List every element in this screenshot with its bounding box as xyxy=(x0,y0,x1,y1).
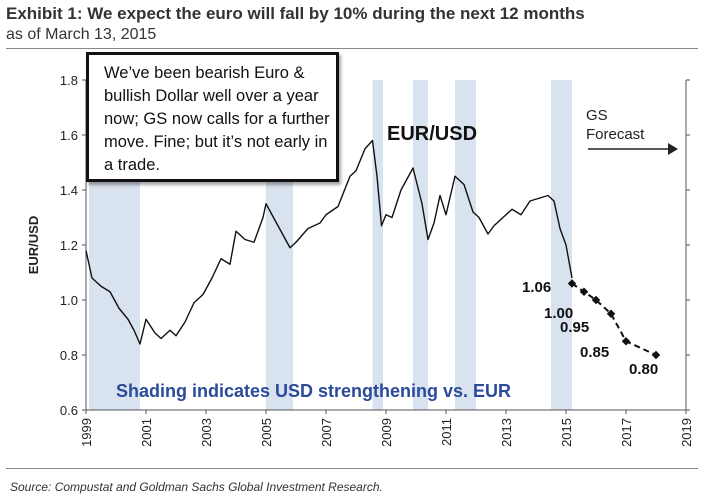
axes-layer: 0.6 0.8 1.0 1.2 1.4 1.6 1.8 1999 2001 2003 2005 200… xyxy=(26,73,694,447)
shading-band xyxy=(455,80,476,410)
series-layer xyxy=(85,139,661,360)
y-tick-label: 1.0 xyxy=(60,293,78,308)
forecast-value-label: 1.00 xyxy=(544,305,573,322)
shading-label: Shading indicates USD strengthening vs. … xyxy=(116,381,511,401)
x-tick-label: 2019 xyxy=(679,418,694,447)
x-tick-label: 2007 xyxy=(319,418,334,447)
forecast-arrowhead xyxy=(668,143,678,155)
y-tick-label: 0.8 xyxy=(60,348,78,363)
forecast-value-label: 0.85 xyxy=(580,344,609,361)
y-tick-label: 1.6 xyxy=(60,128,78,143)
y-axis-label: EUR/USD xyxy=(26,216,41,275)
forecast-label: GS xyxy=(586,107,608,124)
eurusd-chart: 0.6 0.8 1.0 1.2 1.4 1.6 1.8 1999 2001 2003 2005 200… xyxy=(26,73,694,447)
exhibit-title: Exhibit 1: We expect the euro will fall … xyxy=(6,4,585,23)
forecast-point xyxy=(591,295,601,305)
y-tick-label: 1.4 xyxy=(60,183,78,198)
forecast-value-label: 0.80 xyxy=(629,361,658,378)
forecast-value-label: 0.95 xyxy=(560,319,589,336)
forecast-point xyxy=(621,337,631,346)
shading-band xyxy=(413,80,428,410)
forecast-label: Forecast xyxy=(586,126,645,143)
forecast-point xyxy=(579,287,589,296)
x-tick-label: 2015 xyxy=(559,418,574,447)
callout-text: We’ve been bearish Euro & bullish Dollar… xyxy=(104,64,330,174)
y-tick-label: 1.2 xyxy=(60,238,78,253)
callout-box xyxy=(86,52,339,182)
shading-layer xyxy=(89,80,572,410)
x-tick-label: 2009 xyxy=(379,418,394,447)
chart-title: EUR/USD xyxy=(387,123,477,145)
forecast-value-label: 1.06 xyxy=(522,279,551,296)
x-tick-label: 1999 xyxy=(79,418,94,447)
y-tick-label: 1.8 xyxy=(60,73,78,88)
forecast-point xyxy=(651,350,661,360)
x-tick-label: 2001 xyxy=(139,418,154,447)
history-line xyxy=(85,139,573,345)
shading-band xyxy=(372,80,383,410)
source-note: Source: Compustat and Goldman Sachs Glob… xyxy=(10,480,383,494)
forecast-point xyxy=(567,279,577,288)
bottom-divider xyxy=(6,468,698,469)
title-divider xyxy=(6,48,698,49)
exhibit-subtitle: as of March 13, 2015 xyxy=(6,26,157,43)
x-tick-label: 2005 xyxy=(259,418,274,447)
x-tick-label: 2017 xyxy=(619,418,634,447)
forecast-point xyxy=(606,309,616,318)
label-layer: 1.06 1.000.95 0.85 0.80 EUR/USD GS Forecast Sha… xyxy=(116,107,678,401)
y-tick-label: 0.6 xyxy=(60,403,78,418)
x-tick-label: 2011 xyxy=(439,418,454,446)
shading-band xyxy=(551,80,572,410)
x-tick-label: 2013 xyxy=(499,418,514,447)
x-tick-label: 2003 xyxy=(199,418,214,447)
